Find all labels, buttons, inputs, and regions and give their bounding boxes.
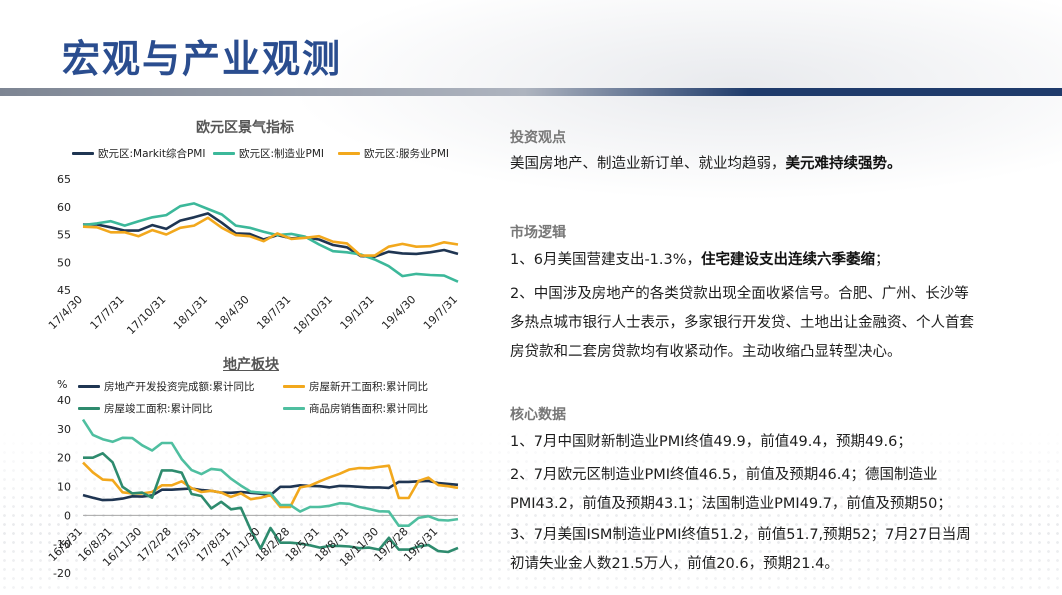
y-tick-label: -10	[53, 538, 71, 551]
data-p1: 1、7月中国财新制造业PMI终值49.9，前值49.4，预期49.6；	[510, 434, 912, 450]
section-head-view: 投资观点	[510, 130, 566, 146]
chart2-title: 地产板块	[223, 357, 279, 373]
legend-swatch	[338, 152, 360, 155]
legend-label: 欧元区:制造业PMI	[239, 148, 325, 160]
investment-view-text: 美国房地产、制造业新订单、就业均趋弱，美元难持续强势。	[510, 150, 980, 179]
legend-label: 房地产开发投资完成额:累计同比	[104, 381, 255, 393]
title-underline	[0, 88, 750, 96]
y-tick-label: -20	[53, 567, 71, 580]
series-line	[82, 461, 459, 509]
logic-p1-end: ；	[875, 252, 890, 268]
logic-p2: 2、中国涉及房地产的各类贷款出现全面收紧信号。合肥、广州、长沙等多热点城市银行人…	[510, 286, 974, 360]
y-tick-label: 10	[57, 481, 71, 494]
series-line	[81, 418, 459, 528]
legend-swatch	[283, 407, 305, 410]
legend-item: 房屋竣工面积:累计同比	[78, 401, 213, 416]
legend-swatch	[78, 385, 100, 388]
series-line	[83, 451, 459, 554]
legend-label: 房屋新开工面积:累计同比	[309, 381, 429, 393]
y-tick-label: 50	[57, 256, 71, 269]
data-p3: 3、7月美国ISM制造业PMI终值51.2，前值51.7,预期52；7月27日当…	[510, 527, 971, 572]
legend-item: 欧元区:Markit综合PMI	[72, 146, 205, 161]
legend-label: 欧元区:Markit综合PMI	[98, 148, 206, 160]
real-estate-chart: -20-10010203040%16/5/3116/8/3116/11/3017…	[46, 378, 459, 580]
page-title: 宏观与产业观测	[62, 37, 343, 81]
y-tick-label: 20	[57, 452, 71, 465]
y-tick-label: 60	[57, 201, 71, 214]
series-line	[82, 216, 459, 257]
y-tick-label: 55	[57, 229, 71, 242]
legend-label: 商品房销售面积:累计同比	[309, 403, 429, 415]
title-underline-accent	[750, 88, 1062, 96]
legend-item: 房地产开发投资完成额:累计同比	[78, 379, 255, 394]
section-head-logic: 市场逻辑	[510, 225, 566, 241]
legend-swatch	[78, 407, 100, 410]
data-p2: 2、7月欧元区制造业PMI终值46.5，前值及预期46.4；德国制造业PMI43…	[510, 467, 952, 512]
y-axis-label: %	[57, 378, 67, 391]
legend-swatch	[72, 152, 94, 155]
background-fade	[0, 430, 1062, 595]
world-map-background	[250, 0, 1062, 210]
y-tick-label: 0	[64, 509, 71, 522]
logic-p1-bold: 住宅建设支出连续六季萎缩	[701, 252, 876, 268]
legend-item: 欧元区:服务业PMI	[338, 146, 449, 161]
view-text: 美国房地产、制造业新订单、就业均趋弱，	[510, 156, 786, 172]
logic-p1-text: 1、6月美国营建支出-1.3%，	[510, 252, 702, 268]
y-tick-label: 40	[57, 394, 71, 407]
logic-p1: 1、6月美国营建支出-1.3%，住宅建设支出连续六季萎缩；	[510, 246, 980, 275]
legend-swatch	[213, 152, 235, 155]
legend-label: 房屋竣工面积:累计同比	[104, 403, 213, 415]
legend-label: 欧元区:服务业PMI	[364, 148, 450, 160]
y-tick-label: 45	[57, 284, 71, 297]
legend-item: 欧元区:制造业PMI	[213, 146, 324, 161]
view-text-bold: 美元难持续强势。	[785, 156, 902, 172]
legend-swatch	[283, 385, 305, 388]
y-tick-label: 30	[57, 423, 71, 436]
legend-item: 房屋新开工面积:累计同比	[283, 379, 428, 394]
y-tick-label: 65	[57, 173, 71, 186]
series-line	[82, 202, 459, 283]
chart1-title: 欧元区景气指标	[196, 120, 294, 136]
section-head-data: 核心数据	[510, 407, 566, 423]
legend-item: 商品房销售面积:累计同比	[283, 401, 428, 416]
